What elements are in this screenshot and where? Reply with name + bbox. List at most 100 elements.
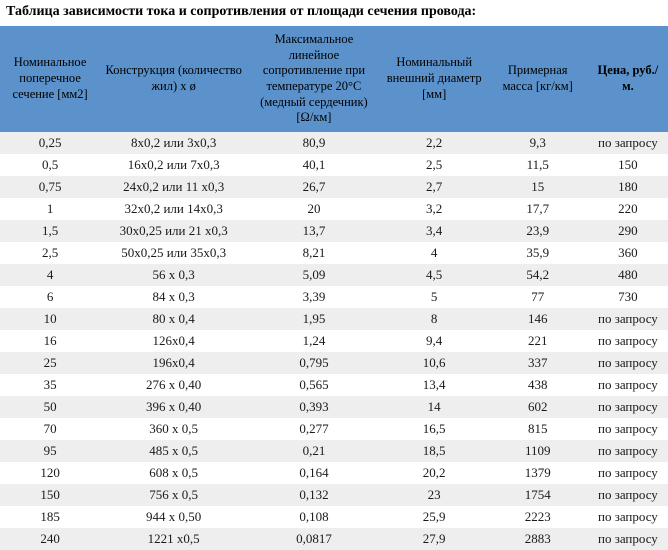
col-header-mass: Примерная масса [кг/км]: [488, 26, 588, 132]
table-cell: 13,4: [381, 374, 488, 396]
table-cell: 944 x 0,50: [100, 506, 247, 528]
table-cell: 3,4: [381, 220, 488, 242]
table-row: 16126x0,41,249,4221по запросу: [0, 330, 668, 352]
table-cell: 27,9: [381, 528, 488, 550]
table-cell: 180: [588, 176, 668, 198]
table-cell: 146: [488, 308, 588, 330]
table-cell: по запросу: [588, 132, 668, 154]
table-cell: 25,9: [381, 506, 488, 528]
table-cell: 2883: [488, 528, 588, 550]
table-cell: 730: [588, 286, 668, 308]
table-row: 70360 x 0,50,27716,5815по запросу: [0, 418, 668, 440]
table-cell: 50x0,25 или 35x0,3: [100, 242, 247, 264]
table-cell: 4: [0, 264, 100, 286]
table-cell: 0,5: [0, 154, 100, 176]
table-cell: 5,09: [247, 264, 381, 286]
table-title: Таблица зависимости тока и сопротивления…: [0, 0, 668, 26]
table-cell: 150: [588, 154, 668, 176]
wire-table: Номинальное поперечное сечение [мм2] Кон…: [0, 26, 668, 550]
table-header-row: Номинальное поперечное сечение [мм2] Кон…: [0, 26, 668, 132]
table-row: 0,258x0,2 или 3x0,380,92,29,3по запросу: [0, 132, 668, 154]
table-cell: 25: [0, 352, 100, 374]
table-cell: 32x0,2 или 14x0,3: [100, 198, 247, 220]
table-cell: 24x0,2 или 11 x0,3: [100, 176, 247, 198]
table-cell: по запросу: [588, 484, 668, 506]
table-cell: 120: [0, 462, 100, 484]
table-cell: 0,393: [247, 396, 381, 418]
table-cell: 0,277: [247, 418, 381, 440]
table-cell: 0,108: [247, 506, 381, 528]
table-cell: 602: [488, 396, 588, 418]
table-body: 0,258x0,2 или 3x0,380,92,29,3по запросу0…: [0, 132, 668, 550]
table-cell: 35,9: [488, 242, 588, 264]
table-row: 185944 x 0,500,10825,92223по запросу: [0, 506, 668, 528]
table-cell: 14: [381, 396, 488, 418]
table-cell: 220: [588, 198, 668, 220]
table-cell: 13,7: [247, 220, 381, 242]
table-cell: 50: [0, 396, 100, 418]
table-cell: по запросу: [588, 352, 668, 374]
table-cell: 3,2: [381, 198, 488, 220]
table-row: 25196x0,40,79510,6337по запросу: [0, 352, 668, 374]
table-cell: 0,75: [0, 176, 100, 198]
table-cell: по запросу: [588, 440, 668, 462]
table-cell: по запросу: [588, 330, 668, 352]
table-cell: 2,5: [0, 242, 100, 264]
table-row: 2401221 x0,50,081727,92883по запросу: [0, 528, 668, 550]
table-cell: 1,24: [247, 330, 381, 352]
table-cell: 9,3: [488, 132, 588, 154]
table-cell: 360 x 0,5: [100, 418, 247, 440]
table-cell: 20: [247, 198, 381, 220]
table-cell: по запросу: [588, 462, 668, 484]
table-cell: 2,5: [381, 154, 488, 176]
table-cell: 1,5: [0, 220, 100, 242]
table-cell: 185: [0, 506, 100, 528]
table-cell: 8,21: [247, 242, 381, 264]
table-row: 0,7524x0,2 или 11 x0,326,72,715180: [0, 176, 668, 198]
table-cell: 26,7: [247, 176, 381, 198]
table-cell: 10: [0, 308, 100, 330]
table-row: 456 x 0,35,094,554,2480: [0, 264, 668, 286]
table-cell: 3,39: [247, 286, 381, 308]
table-cell: 80 x 0,4: [100, 308, 247, 330]
table-row: 132x0,2 или 14x0,3203,217,7220: [0, 198, 668, 220]
table-cell: 2,2: [381, 132, 488, 154]
table-cell: 70: [0, 418, 100, 440]
table-cell: 4,5: [381, 264, 488, 286]
table-row: 120608 x 0,50,16420,21379по запросу: [0, 462, 668, 484]
table-cell: 2,7: [381, 176, 488, 198]
table-cell: 0,164: [247, 462, 381, 484]
table-cell: 438: [488, 374, 588, 396]
table-row: 50396 x 0,400,39314602по запросу: [0, 396, 668, 418]
table-cell: 196x0,4: [100, 352, 247, 374]
table-cell: 77: [488, 286, 588, 308]
table-cell: 54,2: [488, 264, 588, 286]
table-cell: 5: [381, 286, 488, 308]
table-cell: 16,5: [381, 418, 488, 440]
table-cell: 56 x 0,3: [100, 264, 247, 286]
table-cell: 2223: [488, 506, 588, 528]
table-cell: по запросу: [588, 506, 668, 528]
table-cell: 0,25: [0, 132, 100, 154]
table-row: 95485 x 0,50,2118,51109по запросу: [0, 440, 668, 462]
table-cell: 608 x 0,5: [100, 462, 247, 484]
table-cell: 485 x 0,5: [100, 440, 247, 462]
table-cell: 95: [0, 440, 100, 462]
table-cell: 1221 x0,5: [100, 528, 247, 550]
table-cell: по запросу: [588, 308, 668, 330]
col-header-resistance: Максимальное линейное сопротивление при …: [247, 26, 381, 132]
table-cell: 0,132: [247, 484, 381, 506]
table-cell: 8: [381, 308, 488, 330]
table-cell: по запросу: [588, 396, 668, 418]
table-cell: 1379: [488, 462, 588, 484]
table-cell: 10,6: [381, 352, 488, 374]
table-cell: по запросу: [588, 528, 668, 550]
table-cell: 15: [488, 176, 588, 198]
table-cell: 17,7: [488, 198, 588, 220]
table-row: 1080 x 0,41,958146по запросу: [0, 308, 668, 330]
table-cell: 396 x 0,40: [100, 396, 247, 418]
table-cell: 6: [0, 286, 100, 308]
table-cell: 8x0,2 или 3x0,3: [100, 132, 247, 154]
table-cell: 337: [488, 352, 588, 374]
table-cell: 815: [488, 418, 588, 440]
